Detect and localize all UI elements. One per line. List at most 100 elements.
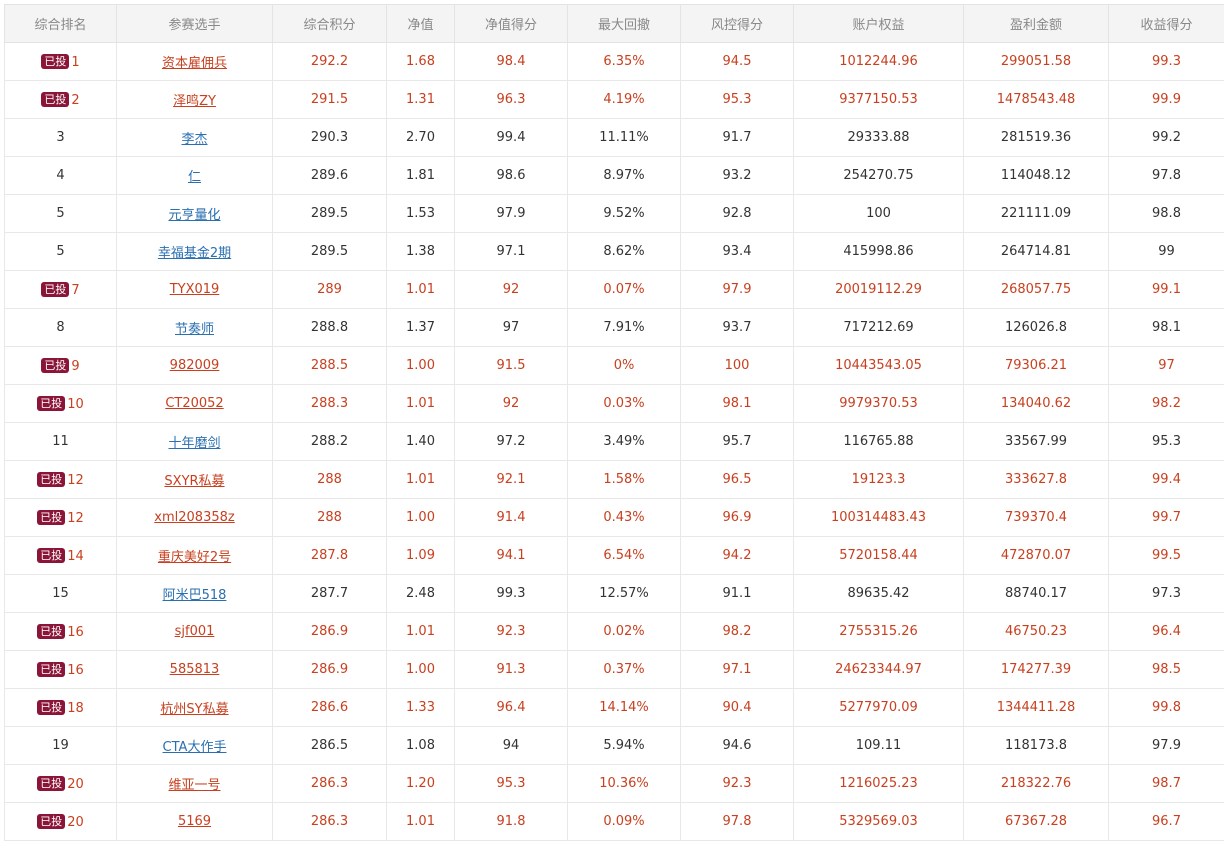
total-score-cell: 288.2 (272, 422, 387, 461)
contestant-cell: 资本雇佣兵 (116, 42, 273, 81)
nav-score-cell: 91.5 (454, 346, 568, 385)
nav-cell: 1.09 (386, 536, 455, 575)
return-score-cell: 97 (1108, 346, 1224, 385)
rank-cell: 11 (4, 422, 117, 461)
nav-score-cell: 97 (454, 308, 568, 347)
risk-score-cell: 93.7 (680, 308, 794, 347)
return-score-cell: 99.9 (1108, 80, 1224, 119)
contestant-link[interactable]: 阿米巴518 (162, 588, 227, 603)
profit-cell: 472870.07 (963, 536, 1109, 575)
invested-badge: 已投 (37, 775, 66, 791)
contestant-link[interactable]: 幸福基金2期 (157, 246, 232, 261)
contestant-link[interactable]: CTA大作手 (162, 740, 227, 755)
contestant-link[interactable]: CT20052 (165, 396, 224, 411)
account-equity-cell: 9979370.53 (793, 384, 964, 423)
profit-cell: 218322.76 (963, 764, 1109, 803)
table-row: 已投 9 982009 288.5 1.00 91.5 0% 100 10443543.05 79… (4, 346, 1224, 385)
max-drawdown-cell: 12.57% (567, 574, 681, 613)
contestant-link[interactable]: TYX019 (169, 282, 220, 297)
total-score-cell: 288.8 (272, 308, 387, 347)
contestant-link[interactable]: 泽鸣ZY (173, 94, 216, 109)
contestant-link[interactable]: 982009 (169, 358, 220, 373)
return-score-cell: 95.3 (1108, 422, 1224, 461)
contestant-link[interactable]: 节奏师 (174, 322, 214, 337)
profit-cell: 67367.28 (963, 802, 1109, 841)
max-drawdown-cell: 1.58% (567, 460, 681, 499)
header-nav[interactable]: 净值 (386, 4, 455, 43)
header-risk-score[interactable]: 风控得分 (680, 4, 794, 43)
header-contestant[interactable]: 参赛选手 (116, 4, 273, 43)
nav-score-cell: 99.4 (454, 118, 568, 157)
profit-cell: 739370.4 (963, 498, 1109, 537)
table-row: 已投 10 CT20052 288.3 1.01 92 0.03% 98.1 9979370.5… (4, 384, 1224, 423)
contestant-cell: 元亨量化 (116, 194, 273, 233)
table-row: 已投 7 TYX019 289 1.01 92 0.07% 97.9 20019112.29 26… (4, 270, 1224, 309)
total-score-cell: 289 (272, 270, 387, 309)
account-equity-cell: 116765.88 (793, 422, 964, 461)
risk-score-cell: 96.5 (680, 460, 794, 499)
rank-cell: 5 (4, 232, 117, 271)
risk-score-cell: 94.5 (680, 42, 794, 81)
header-max-drawdown[interactable]: 最大回撤 (567, 4, 681, 43)
contestant-cell: 阿米巴518 (116, 574, 273, 613)
risk-score-cell: 94.2 (680, 536, 794, 575)
contestant-link[interactable]: 5169 (177, 814, 212, 829)
table-row: 19 CTA大作手 286.5 1.08 94 5.94% 94.6 109.11 118173… (4, 726, 1224, 765)
nav-score-cell: 91.3 (454, 650, 568, 689)
contestant-link[interactable]: 十年磨剑 (168, 436, 221, 451)
contestant-link[interactable]: 仁 (187, 170, 201, 185)
rank-cell: 已投 14 (4, 536, 117, 575)
rank-cell: 已投 2 (4, 80, 117, 119)
contestant-link[interactable]: 585813 (169, 662, 220, 677)
contestant-link[interactable]: 杭州SY私募 (160, 702, 229, 717)
invested-badge: 已投 (37, 699, 66, 715)
contestant-cell: 十年磨剑 (116, 422, 273, 461)
header-account-equity[interactable]: 账户权益 (793, 4, 964, 43)
contestant-link[interactable]: 维亚一号 (168, 778, 221, 793)
risk-score-cell: 95.7 (680, 422, 794, 461)
invested-badge: 已投 (37, 623, 66, 639)
max-drawdown-cell: 0% (567, 346, 681, 385)
contestant-link[interactable]: 资本雇佣兵 (161, 56, 227, 71)
nav-cell: 1.81 (386, 156, 455, 195)
max-drawdown-cell: 0.43% (567, 498, 681, 537)
rank-value: 2 (71, 92, 80, 108)
nav-cell: 1.20 (386, 764, 455, 803)
table-row: 5 幸福基金2期 289.5 1.38 97.1 8.62% 93.4 415998.86 26… (4, 232, 1224, 271)
contestant-link[interactable]: 元亨量化 (168, 208, 221, 223)
table-row: 15 阿米巴518 287.7 2.48 99.3 12.57% 91.1 89635.42 8… (4, 574, 1224, 613)
header-profit[interactable]: 盈利金额 (963, 4, 1109, 43)
return-score-cell: 99.2 (1108, 118, 1224, 157)
contestant-link[interactable]: SXYR私募 (164, 474, 225, 489)
max-drawdown-cell: 5.94% (567, 726, 681, 765)
table-row: 已投 1 资本雇佣兵 292.2 1.68 98.4 6.35% 94.5 1012244.96… (4, 42, 1224, 81)
nav-cell: 1.00 (386, 650, 455, 689)
return-score-cell: 99 (1108, 232, 1224, 271)
return-score-cell: 99.8 (1108, 688, 1224, 727)
profit-cell: 221111.09 (963, 194, 1109, 233)
return-score-cell: 96.7 (1108, 802, 1224, 841)
header-nav-score[interactable]: 净值得分 (454, 4, 568, 43)
header-return-score[interactable]: 收益得分 (1108, 4, 1224, 43)
total-score-cell: 289.5 (272, 194, 387, 233)
header-rank[interactable]: 综合排名 (4, 4, 117, 43)
table-row: 已投 12 xml208358z 288 1.00 91.4 0.43% 96.9 100314… (4, 498, 1224, 537)
risk-score-cell: 97.1 (680, 650, 794, 689)
nav-score-cell: 98.4 (454, 42, 568, 81)
nav-cell: 1.01 (386, 384, 455, 423)
contestant-link[interactable]: xml208358z (154, 510, 235, 525)
contestant-link[interactable]: 李杰 (181, 132, 208, 147)
contestant-link[interactable]: 重庆美好2号 (157, 550, 232, 565)
rank-value: 7 (71, 282, 80, 298)
table-row: 已投 16 sjf001 286.9 1.01 92.3 0.02% 98.2 2755315.… (4, 612, 1224, 651)
nav-score-cell: 99.3 (454, 574, 568, 613)
table-row: 11 十年磨剑 288.2 1.40 97.2 3.49% 95.7 116765.88 335… (4, 422, 1224, 461)
nav-cell: 1.00 (386, 346, 455, 385)
profit-cell: 88740.17 (963, 574, 1109, 613)
return-score-cell: 97.9 (1108, 726, 1224, 765)
header-total-score[interactable]: 综合积分 (272, 4, 387, 43)
invested-badge: 已投 (37, 661, 66, 677)
nav-score-cell: 95.3 (454, 764, 568, 803)
contestant-link[interactable]: sjf001 (174, 624, 215, 639)
table-row: 已投 12 SXYR私募 288 1.01 92.1 1.58% 96.5 19123.3 333… (4, 460, 1224, 499)
